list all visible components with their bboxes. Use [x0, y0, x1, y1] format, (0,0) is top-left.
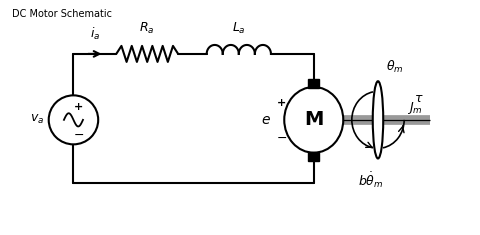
Text: $v_a$: $v_a$ [30, 113, 44, 126]
Text: $b\dot{\theta}_m$: $b\dot{\theta}_m$ [358, 171, 384, 190]
Ellipse shape [373, 81, 383, 158]
Text: M: M [304, 110, 324, 129]
Text: $\theta_m$: $\theta_m$ [386, 59, 403, 75]
Text: $e$: $e$ [261, 113, 271, 127]
Text: $L_a$: $L_a$ [232, 21, 246, 36]
Text: +: + [277, 98, 287, 108]
Ellipse shape [284, 87, 343, 153]
FancyBboxPatch shape [308, 79, 320, 88]
Text: $R_a$: $R_a$ [140, 21, 155, 36]
Text: $-$: $-$ [276, 131, 288, 144]
FancyBboxPatch shape [308, 152, 320, 161]
Text: DC Motor Schematic: DC Motor Schematic [12, 9, 111, 19]
Text: $i_a$: $i_a$ [90, 26, 100, 42]
Text: +: + [73, 102, 83, 112]
Text: $-$: $-$ [72, 128, 84, 141]
Circle shape [48, 95, 98, 144]
Text: $J_m$: $J_m$ [408, 100, 423, 116]
Text: $\tau$: $\tau$ [414, 92, 423, 105]
